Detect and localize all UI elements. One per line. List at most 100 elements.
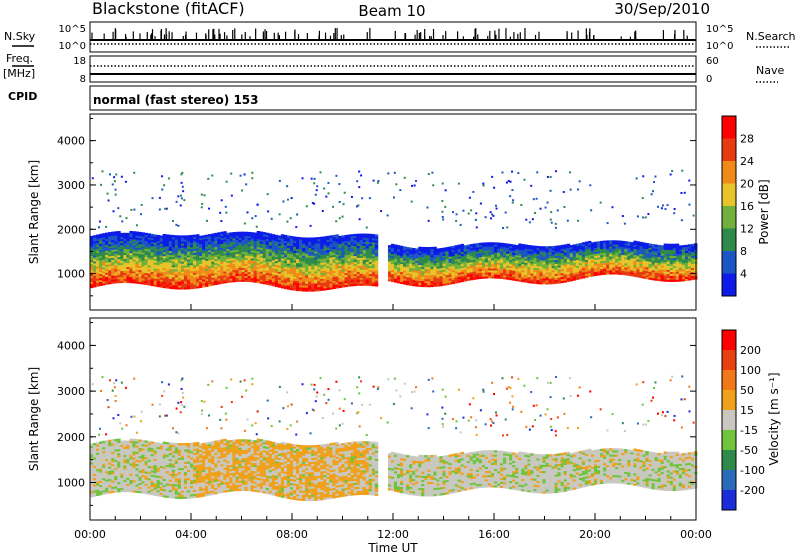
power-cell <box>205 264 209 267</box>
power-cell <box>229 278 233 281</box>
power-cell <box>244 237 248 241</box>
power-cell <box>400 275 404 279</box>
power-cell <box>387 259 392 262</box>
power-cell <box>390 269 395 273</box>
power-cell <box>557 245 562 248</box>
power-cell <box>651 258 655 261</box>
power-cell <box>180 235 185 238</box>
power-cell <box>235 275 239 279</box>
power-cell <box>472 267 477 270</box>
power-cell <box>572 254 577 257</box>
power-cell <box>96 270 100 273</box>
power-cell <box>463 263 468 266</box>
power-cell <box>603 262 607 265</box>
power-cell <box>362 283 367 286</box>
power-cell <box>397 271 401 274</box>
power-cell <box>587 258 592 262</box>
power-cell <box>156 264 161 268</box>
power-cell <box>114 245 118 248</box>
velocity-cell <box>102 463 106 466</box>
power-cell <box>490 246 495 249</box>
power-cell <box>521 261 525 265</box>
power-cell <box>475 212 478 215</box>
power-cell <box>421 272 425 276</box>
power-cell <box>500 274 504 278</box>
power-cell <box>229 248 233 251</box>
power-cell <box>560 254 565 258</box>
power-cell <box>651 270 655 273</box>
power-cell <box>368 283 373 286</box>
power-cell <box>202 235 206 238</box>
power-cell <box>347 254 351 257</box>
power-cell <box>554 259 559 262</box>
power-cell <box>135 279 139 282</box>
power-cell <box>293 284 297 287</box>
power-cell <box>96 242 100 245</box>
power-cell <box>439 275 443 279</box>
power-cell <box>421 258 425 262</box>
power-cell <box>183 255 188 258</box>
power-cell <box>105 232 109 235</box>
power-cell <box>497 248 501 251</box>
power-cell <box>487 270 492 273</box>
power-cell <box>353 253 358 257</box>
power-cell <box>335 220 338 223</box>
power-cell <box>326 263 330 267</box>
power-cell <box>575 251 580 254</box>
power-cell <box>578 262 583 266</box>
power-cell <box>400 265 404 269</box>
power-cell <box>344 250 348 254</box>
power-cell <box>171 286 176 290</box>
power-cell <box>153 270 158 273</box>
power-cell <box>642 262 646 265</box>
power-cell <box>590 258 595 261</box>
power-cell <box>578 264 583 268</box>
power-cell <box>503 247 507 250</box>
power-cell <box>274 272 279 276</box>
power-cell <box>442 218 445 221</box>
power-cell <box>356 247 361 250</box>
power-cell <box>548 258 552 261</box>
power-cell <box>105 278 109 281</box>
power-cell <box>120 244 124 248</box>
power-cell <box>220 239 224 242</box>
power-cell <box>657 268 662 272</box>
power-cell <box>277 263 282 266</box>
power-cell <box>497 242 501 245</box>
power-cell <box>569 271 574 274</box>
power-cell <box>642 244 646 247</box>
power-cell <box>427 268 431 272</box>
power-cell <box>436 272 440 275</box>
power-cell <box>347 266 351 269</box>
velocity-cell <box>99 449 103 453</box>
power-cell <box>205 258 209 261</box>
power-cell <box>332 276 336 280</box>
power-cell <box>569 275 574 278</box>
power-cell <box>277 255 282 258</box>
power-cell <box>244 261 248 264</box>
power-cell <box>400 249 404 253</box>
power-cell <box>274 258 279 262</box>
power-cell <box>335 252 339 255</box>
power-cell <box>356 265 361 268</box>
power-cell <box>421 278 425 282</box>
power-cell <box>690 253 695 257</box>
power-cell <box>500 272 504 276</box>
power-cell <box>587 252 592 256</box>
power-cell <box>278 213 281 216</box>
velocity-cell <box>96 489 100 492</box>
power-cell <box>262 258 267 261</box>
power-cell <box>317 244 321 248</box>
power-cell <box>481 264 486 267</box>
power-cell <box>323 238 327 241</box>
power-cell <box>158 196 161 199</box>
power-cell <box>466 266 471 269</box>
velocity-cell <box>96 481 100 484</box>
power-cell <box>533 261 537 264</box>
colorbar-segment <box>722 138 736 161</box>
power-cell <box>546 175 549 178</box>
power-cell <box>560 280 565 284</box>
power-cell <box>539 256 543 259</box>
power-cell <box>560 262 565 266</box>
power-cell <box>624 261 628 264</box>
